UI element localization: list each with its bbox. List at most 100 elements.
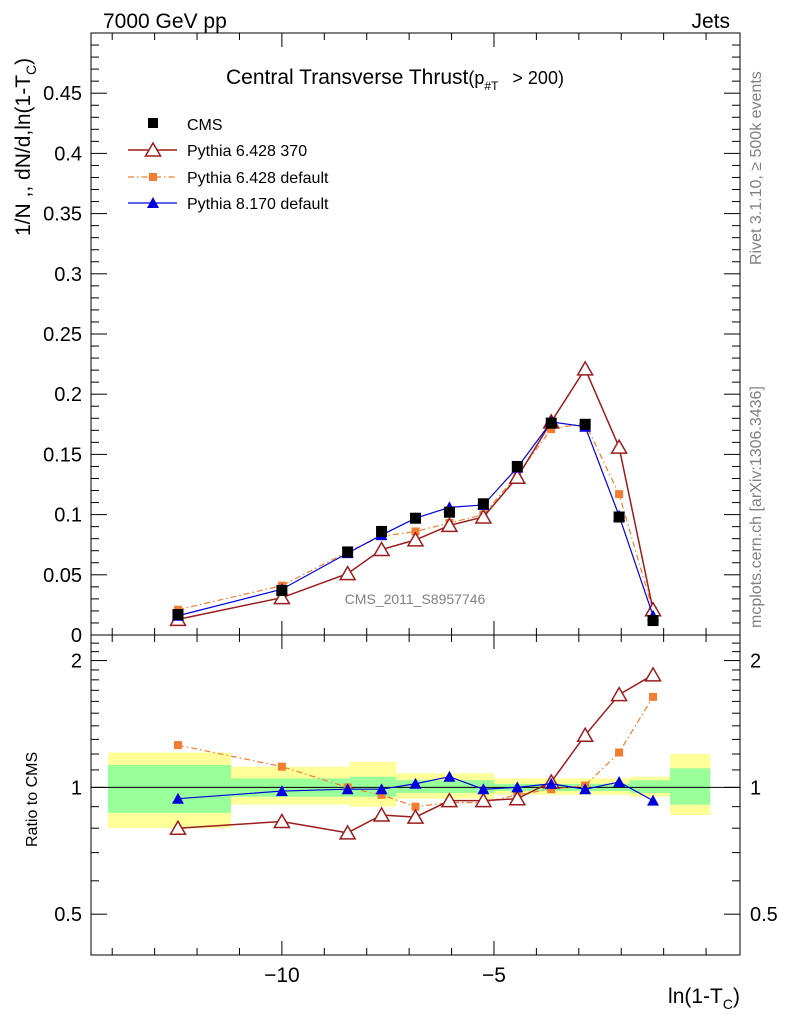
mcplots-label: mcplots.cern.ch [arXiv:1306.3436] — [748, 386, 765, 628]
main-point-cms — [410, 512, 421, 524]
ratio-line-pythia-6-428-370 — [177, 674, 654, 834]
ratio-point-pythia-6-428-370 — [474, 792, 493, 808]
chart-title-cut: > 200) — [512, 68, 564, 88]
main-point-pythia-6-428-370 — [508, 468, 527, 485]
main-point-cms — [477, 498, 489, 510]
ratio-point-pythia-8-170-default — [275, 785, 288, 797]
ratio-point-pythia-6-428-370 — [372, 806, 391, 822]
main-point-pythia-6-428-370 — [474, 508, 493, 524]
chart-title-main: Central Transverse Thrust — [226, 66, 469, 89]
ratio-y-tick-label-right: 1 — [750, 777, 761, 799]
ratio-point-pythia-8-170-default — [341, 783, 354, 795]
y-axis-label-sub: C — [23, 65, 39, 75]
chart-title-sub-index: #T — [484, 79, 499, 93]
main-point-cms — [376, 525, 388, 537]
analysis-id-label: CMS_2011_S8957746 — [345, 591, 486, 607]
y-tick-label: 0.25 — [43, 324, 82, 346]
x-axis-label-sub: C — [723, 996, 733, 1012]
ratio-uncertainty-bands — [107, 752, 711, 829]
header-right-label: Jets — [691, 10, 730, 33]
main-point-cms — [342, 546, 354, 558]
y-axis-label: 1/N ,, dN/d,ln(1-TC) — [12, 58, 39, 236]
main-line-pythia-6-428-370 — [177, 367, 654, 621]
ratio-panel-frame — [90, 634, 741, 956]
ratio-point-pythia-6-428-370 — [644, 666, 662, 682]
y-tick-label: 0.1 — [54, 505, 82, 527]
main-point-cms — [443, 506, 455, 518]
ratio-y-tick-label-right: 2 — [750, 651, 761, 673]
x-tick-label: −5 — [482, 964, 506, 987]
main-point-pythia-6-428-370 — [372, 541, 391, 557]
ratio-point-pythia-6-428-default — [377, 790, 386, 799]
ratio-y-tick-label-left: 2 — [71, 651, 82, 673]
x-tick-label: −10 — [264, 964, 300, 987]
y-axis-label-close: ) — [12, 58, 35, 65]
ratio-point-pythia-6-428-370 — [610, 686, 628, 702]
y-tick-label: 0.45 — [43, 83, 82, 105]
ratio-band-inner — [349, 776, 397, 797]
main-line-pythia-8-170-default — [177, 421, 654, 617]
legend-marker-py6-370 — [144, 141, 162, 157]
main-point-pythia-6-428-default — [615, 490, 624, 499]
main-point-pythia-6-428-370 — [610, 438, 628, 454]
legend-label-py6-370: Pythia 6.428 370 — [187, 143, 307, 160]
ratio-point-pythia-8-170-default — [477, 783, 490, 795]
ratio-point-pythia-6-428-370 — [508, 790, 527, 806]
main-point-pythia-6-428-default — [547, 425, 556, 434]
ratio-point-pythia-8-170-default — [511, 781, 524, 793]
legend-label-cms: CMS — [187, 117, 223, 134]
ratio-y-tick-label-right: 0.5 — [750, 904, 778, 926]
main-point-pythia-6-428-370 — [273, 589, 291, 605]
main-point-pythia-6-428-370 — [576, 360, 594, 376]
main-point-pythia-6-428-370 — [440, 516, 459, 533]
chart-title-sub: (p — [468, 68, 484, 88]
ratio-point-pythia-6-428-default — [547, 785, 556, 794]
main-point-cms — [647, 615, 659, 627]
main-point-cms — [613, 511, 625, 523]
legend-label-py6-default: Pythia 6.428 default — [187, 170, 329, 187]
main-point-cms — [276, 584, 288, 596]
x-axis-label: ln(1-TC) — [668, 985, 740, 1012]
ratio-y-axis-label: Ratio to CMS — [24, 752, 41, 847]
legend: CMS Pythia 6.428 370 Pythia 6.428 defaul… — [128, 117, 329, 213]
ratio-point-pythia-6-428-370 — [338, 824, 357, 840]
ratio-band-inner — [670, 768, 711, 805]
ratio-y-tick-label-left: 1 — [71, 777, 82, 799]
main-point-cms — [579, 418, 591, 430]
ratio-point-pythia-8-170-default — [579, 783, 592, 795]
chart-title: Central Transverse Thrust(p#T > 200) — [226, 66, 564, 93]
axes: −10 −5 0 0.05 0.1 0.15 0.2 0.25 0.3 0.35 0.4 0.45 0.… — [43, 33, 778, 987]
y-axis-label-main: 1/N ,, dN/d,ln(1-T — [12, 75, 35, 236]
y-tick-label: 0.3 — [54, 264, 82, 286]
legend-marker-py8-default — [147, 197, 159, 208]
series-layer — [169, 360, 662, 840]
main-point-cms — [511, 460, 523, 472]
ratio-point-pythia-6-428-370 — [440, 792, 459, 808]
y-tick-label: 0 — [71, 625, 82, 647]
ratio-band-inner — [107, 765, 231, 813]
ratio-point-pythia-6-428-370 — [169, 819, 187, 835]
ratio-band-inner — [629, 780, 671, 793]
rivet-version-label: Rivet 3.1.10, ≥ 500k events — [748, 71, 765, 265]
main-point-pythia-6-428-370 — [338, 565, 357, 581]
ratio-point-pythia-8-170-default — [613, 775, 626, 787]
ratio-point-pythia-6-428-370 — [576, 726, 594, 742]
ratio-point-pythia-8-170-default — [545, 777, 558, 789]
ratio-point-pythia-6-428-370 — [273, 812, 291, 829]
y-tick-label: 0.2 — [54, 384, 82, 406]
ratio-point-pythia-6-428-default — [277, 762, 286, 771]
ratio-point-pythia-8-170-default — [375, 783, 388, 795]
ratio-point-pythia-6-428-default — [411, 802, 420, 811]
y-tick-label: 0.35 — [43, 204, 82, 226]
main-point-cms — [172, 609, 184, 621]
ratio-point-pythia-8-170-default — [171, 792, 184, 804]
legend-marker-py6-default — [149, 173, 157, 181]
legend-label-py8-default: Pythia 8.170 default — [187, 196, 329, 213]
x-axis-label-close: ) — [733, 985, 740, 1008]
ratio-band-inner — [396, 780, 494, 793]
legend-marker-cms — [148, 118, 158, 128]
ratio-point-pythia-6-428-default — [649, 692, 658, 701]
header-left-label: 7000 GeV pp — [103, 10, 227, 33]
ratio-point-pythia-6-428-default — [615, 748, 624, 757]
